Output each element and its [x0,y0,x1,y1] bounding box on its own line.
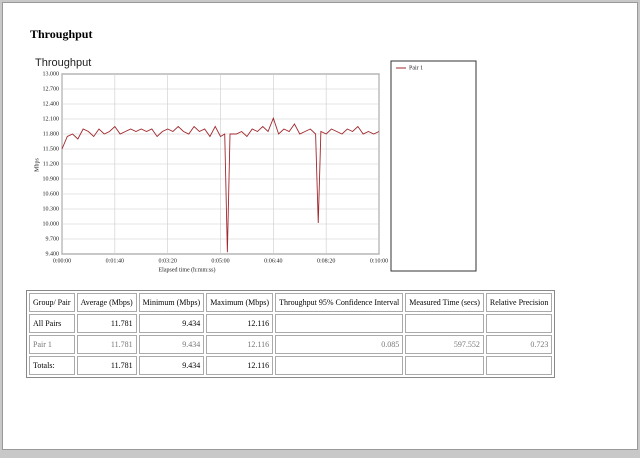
table-cell: 0.085 [275,335,404,354]
x-tick-label: 0:01:40 [106,258,124,264]
chart-title: Throughput [35,57,91,69]
y-tick-label: 11.500 [43,146,59,152]
y-tick-label: 10.900 [43,176,60,182]
y-tick-label: 9.700 [46,236,60,242]
table-cell: 9.434 [138,356,205,375]
report: Throughput Throughput Elapsed time (h:mm… [2,2,638,450]
x-tick-label: 0:08:20 [317,258,335,264]
column-header: Minimum (Mbps) [138,293,205,312]
chart: Throughput Elapsed time (h:mm:ss) Mbps 9… [34,57,477,273]
y-tick-label: 10.300 [43,206,60,212]
table-cell [275,356,404,375]
y-tick-label: 12.400 [43,101,60,107]
column-header: Measured Time (secs) [405,293,484,312]
results-table: Group/ Pair Average (Mbps) Minimum (Mbps) M… [26,290,556,378]
x-tick-label: 0:00:00 [53,258,71,264]
table-cell: 11.781 [76,314,137,333]
y-tick-label: 11.800 [43,131,59,137]
table-cell: 9.434 [138,314,205,333]
data-line [61,116,380,253]
table-cell: 12.116 [206,335,274,354]
y-tick-label: 10.600 [43,191,60,197]
x-axis-label: Elapsed time (h:mm:ss) [159,266,216,273]
table-cell [405,356,484,375]
table-row: Totals: 11.781 9.434 12.116 [29,356,553,375]
y-tick-label: 13.000 [43,71,60,77]
legend-box [390,60,477,272]
x-tick-label: 0:06:40 [264,258,282,264]
table-cell: 0.723 [485,335,553,354]
y-tick-label: 11.200 [43,161,59,167]
x-tick-label: 0:05:00 [211,258,229,264]
table-cell [405,314,484,333]
table-cell: All Pairs [29,314,75,333]
y-tick-label: 9.400 [46,251,60,257]
table-row: All Pairs 11.781 9.434 12.116 [29,314,553,333]
y-tick-label: 10.000 [43,221,60,227]
table-cell: 11.781 [76,356,137,375]
legend-label: Pair 1 [409,65,423,71]
column-header: Relative Precision [485,293,553,312]
column-header: Average (Mbps) [76,293,137,312]
y-tick-label: 12.100 [43,116,60,122]
table-cell: 9.434 [138,335,205,354]
header-row: Group/ Pair Average (Mbps) Minimum (Mbps) M… [29,293,553,312]
x-tick-label: 0:03:20 [158,258,176,264]
x-tick-label: 0:10:00 [370,258,388,264]
table-cell: Pair 1 [29,335,75,354]
table-row: Pair 1 11.781 9.434 12.116 0.085 597.552 0.723 [29,335,553,354]
column-header: Group/ Pair [29,293,75,312]
table-cell: Totals: [29,356,75,375]
table-cell [485,356,553,375]
table-cell: 12.116 [206,314,274,333]
report-heading: Throughput [30,27,93,41]
table-cell: 11.781 [76,335,137,354]
table-cell [275,314,404,333]
table-cell: 12.116 [206,356,274,375]
table-cell [485,314,553,333]
column-header: Maximum (Mbps) [206,293,274,312]
column-header: Throughput 95% Confidence Interval [275,293,404,312]
table-cell: 597.552 [405,335,484,354]
y-axis-label: Mbps [34,158,40,172]
y-tick-label: 12.700 [43,86,60,92]
